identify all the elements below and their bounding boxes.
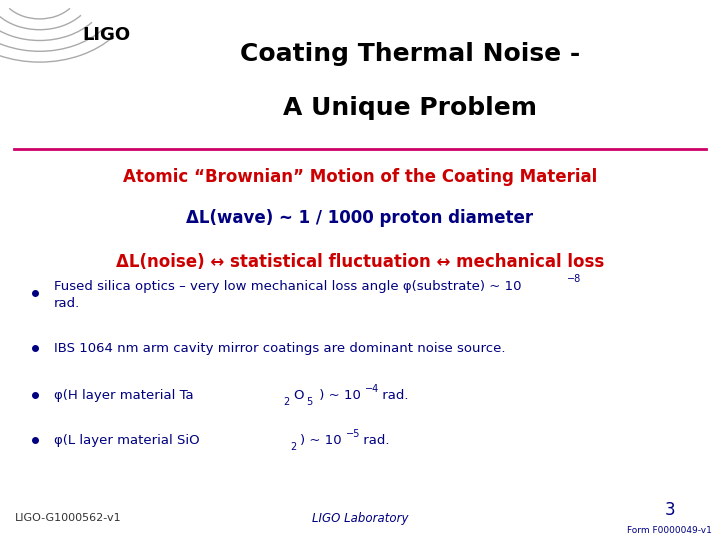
Text: IBS 1064 nm arm cavity mirror coatings are dominant noise source.: IBS 1064 nm arm cavity mirror coatings a… — [54, 342, 505, 355]
Text: ΔL(wave) ~ 1 / 1000 proton diameter: ΔL(wave) ~ 1 / 1000 proton diameter — [186, 208, 534, 227]
Text: 5: 5 — [306, 397, 312, 407]
Text: ) ~ 10: ) ~ 10 — [300, 434, 342, 447]
Text: LIGO Laboratory: LIGO Laboratory — [312, 512, 408, 525]
Text: Coating Thermal Noise -: Coating Thermal Noise - — [240, 42, 580, 66]
Text: O: O — [293, 389, 304, 402]
Text: 3: 3 — [665, 501, 675, 519]
Text: Form F0000049-v1: Form F0000049-v1 — [627, 526, 712, 535]
Text: rad.: rad. — [359, 434, 390, 447]
Text: 2: 2 — [290, 442, 297, 451]
Text: rad.: rad. — [378, 389, 408, 402]
Text: ΔL(noise) ↔ statistical fluctuation ↔ mechanical loss: ΔL(noise) ↔ statistical fluctuation ↔ me… — [116, 253, 604, 271]
Text: −5: −5 — [346, 429, 361, 438]
Text: 2: 2 — [283, 397, 289, 407]
Text: Atomic “Brownian” Motion of the Coating Material: Atomic “Brownian” Motion of the Coating … — [123, 167, 597, 186]
Text: φ(L layer material SiO: φ(L layer material SiO — [54, 434, 199, 447]
Text: φ(H layer material Ta: φ(H layer material Ta — [54, 389, 194, 402]
Text: LIGO-G1000562-v1: LIGO-G1000562-v1 — [14, 514, 121, 523]
Text: A Unique Problem: A Unique Problem — [284, 96, 537, 120]
Text: −8: −8 — [567, 274, 582, 284]
Text: Fused silica optics – very low mechanical loss angle φ(substrate) ~ 10: Fused silica optics – very low mechanica… — [54, 280, 521, 293]
Text: −4: −4 — [365, 384, 379, 394]
Text: rad.: rad. — [54, 297, 80, 310]
Text: LIGO: LIGO — [83, 26, 131, 44]
Text: ) ~ 10: ) ~ 10 — [315, 389, 361, 402]
